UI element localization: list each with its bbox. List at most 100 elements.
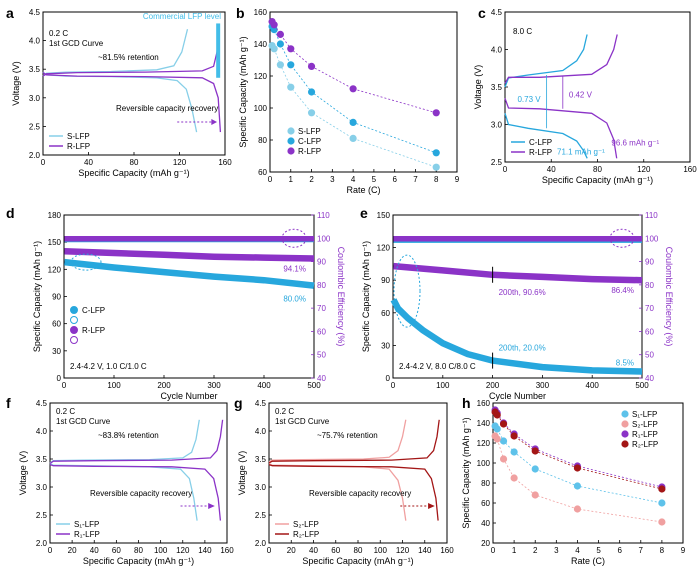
panel-letter: h (462, 395, 471, 411)
data-point (287, 83, 295, 91)
y-tick-label: 3.0 (491, 121, 503, 130)
series-discharge-curve (268, 463, 439, 521)
y2-tick-label: 50 (317, 351, 326, 360)
legend-marker (287, 127, 295, 135)
legend-marker (70, 336, 78, 344)
data-point (432, 163, 440, 171)
data-point (531, 491, 539, 499)
series-discharge-curve (42, 72, 222, 133)
legend-label: C-LFP (529, 138, 552, 147)
data-point (276, 61, 284, 69)
x-tick-label: 0 (48, 546, 53, 555)
y-tick-label: 140 (477, 419, 491, 428)
x-tick-label: 9 (455, 175, 460, 184)
retention-annotation: ~81.5% retention (98, 53, 159, 62)
y-tick-label: 4.0 (36, 427, 48, 436)
y-tick-label: 100 (254, 104, 268, 113)
legend-marker (621, 430, 629, 438)
retention-c: 80.0% (283, 295, 306, 304)
series-charge-curve (504, 34, 618, 84)
series-charge-curve (49, 419, 200, 464)
y-tick-label: 2.5 (255, 511, 267, 520)
y2-tick-label: 110 (317, 211, 330, 220)
y-tick-label: 180 (48, 211, 62, 220)
x-tick-label: 0 (391, 381, 396, 390)
y-tick-label: 120 (254, 72, 268, 81)
y2-tick-label: 100 (645, 234, 659, 243)
legend-label: S₁-LFP (74, 520, 99, 529)
rate-annotation: 8.0 C (513, 27, 532, 36)
y-tick-label: 3.5 (29, 65, 41, 74)
y-tick-label: 3.0 (255, 483, 267, 492)
legend-label: R-LFP (298, 147, 321, 156)
y-tick-label: 120 (48, 265, 62, 274)
y2-tick-label: 70 (645, 304, 654, 313)
x-tick-label: 300 (536, 381, 550, 390)
y-tick-label: 150 (48, 238, 62, 247)
series-connector (271, 45, 437, 168)
x-tick-label: 120 (176, 546, 190, 555)
legend-label: S₂-LFP (293, 520, 319, 529)
x-tick-label: 80 (354, 546, 363, 555)
x-axis-label: Rate (C) (571, 556, 605, 566)
x-tick-label: 500 (307, 381, 321, 390)
x-tick-label: 20 (287, 546, 296, 555)
x-tick-label: 80 (593, 165, 602, 174)
commercial-lfp-bar (216, 23, 221, 78)
legend-marker (621, 440, 629, 448)
y-tick-label: 4.5 (491, 8, 503, 17)
x-tick-label: 140 (198, 546, 212, 555)
y-tick-label: 2.5 (29, 122, 41, 131)
gap-label-r: 0.42 V (569, 91, 593, 100)
panel-letter: d (6, 205, 15, 221)
x-tick-label: 40 (309, 546, 318, 555)
x-tick-label: 9 (681, 546, 686, 555)
y-tick-label: 100 (477, 459, 491, 468)
y2-tick-label: 100 (317, 234, 331, 243)
y2-tick-label: 60 (645, 327, 654, 336)
y-axis-label: Voltage (V) (18, 451, 28, 496)
x-tick-label: 80 (134, 546, 143, 555)
x-tick-label: 120 (173, 158, 187, 167)
retention-r: 94.1% (283, 265, 306, 274)
y-tick-label: 2.5 (491, 158, 503, 167)
data-point (493, 411, 501, 419)
y-tick-label: 2.0 (29, 151, 41, 160)
series-discharge-curve (49, 463, 222, 521)
legend-label: R₁-LFP (74, 530, 100, 539)
y-axis-label: Voltage (V) (473, 65, 483, 110)
capacity-band (390, 298, 643, 375)
x-tick-label: 6 (392, 175, 397, 184)
x-tick-label: 3 (554, 546, 559, 555)
x-tick-label: 0 (491, 546, 496, 555)
retention-200-r: 200th, 90.6% (499, 288, 546, 297)
series-charge-curve (42, 29, 189, 77)
gap-label-c: 0.73 V (517, 95, 541, 104)
y2-tick-label: 50 (645, 351, 654, 360)
plot-frame (492, 402, 684, 544)
series-discharge-curve (504, 98, 618, 159)
x-tick-label: 1 (512, 546, 517, 555)
x-tick-label: 3 (330, 175, 335, 184)
panel-letter: e (360, 205, 368, 221)
data-point (270, 21, 278, 29)
y-tick-label: 60 (258, 168, 267, 177)
series-discharge-curve (42, 71, 198, 133)
legend-label: R-LFP (82, 326, 105, 335)
x-tick-label: 4 (575, 546, 580, 555)
x-tick-label: 6 (617, 546, 622, 555)
x-tick-label: 500 (635, 381, 649, 390)
x-tick-label: 60 (112, 546, 121, 555)
x-axis-label: Specific Capacity (mAh g⁻¹) (83, 556, 194, 566)
capacity-label-r: 96.6 mAh g⁻¹ (611, 139, 659, 148)
legend-label: R₂-LFP (632, 440, 658, 449)
y2-tick-label: 110 (645, 211, 658, 220)
legend-marker (70, 316, 78, 324)
panel-letter: c (478, 5, 486, 21)
x-tick-label: 4 (351, 175, 356, 184)
y-tick-label: 80 (258, 136, 267, 145)
data-point (573, 464, 582, 472)
legend-label: R-LFP (529, 148, 552, 157)
data-point (573, 505, 582, 513)
retention-annotation: ~75.7% retention (317, 431, 378, 440)
